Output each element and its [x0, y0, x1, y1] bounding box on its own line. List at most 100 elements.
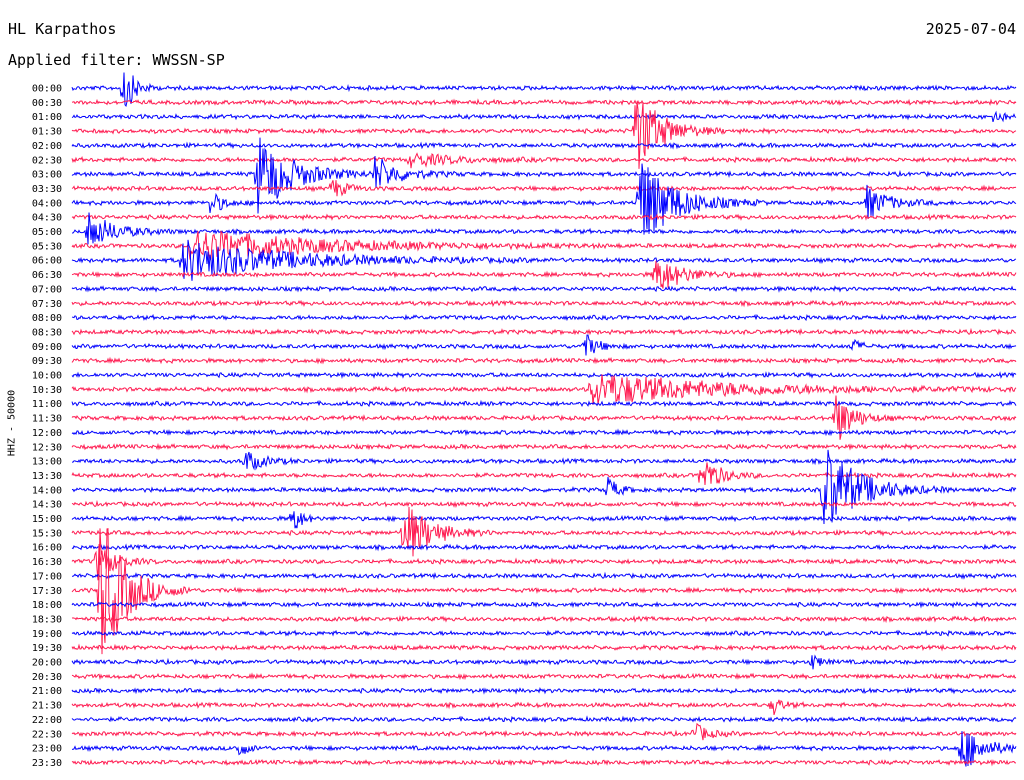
time-label: 06:00: [32, 256, 62, 267]
trace-line: [71, 643, 1017, 652]
trace-line: [71, 571, 1017, 580]
trace-line: [71, 239, 1017, 281]
trace-line: [71, 72, 1017, 108]
time-label: 02:30: [32, 155, 62, 166]
trace-line: [71, 654, 1017, 670]
trace-line: [71, 137, 1017, 214]
time-label: 09:30: [32, 356, 62, 367]
time-label: 02:00: [32, 141, 62, 152]
time-label: 14:30: [32, 500, 62, 511]
trace-line: [71, 180, 1017, 197]
station-title: HL Karpathos: [8, 20, 117, 38]
trace-line: [71, 101, 1017, 169]
trace-line: [71, 260, 1017, 289]
time-label: 10:30: [32, 385, 62, 396]
trace-line: [71, 629, 1017, 637]
time-label: 06:30: [32, 270, 62, 281]
trace-line: [71, 285, 1017, 293]
time-label: 15:00: [32, 514, 62, 525]
time-label: 20:00: [32, 658, 62, 669]
trace-line: [71, 356, 1017, 365]
time-label: 08:00: [32, 313, 62, 324]
time-label: 22:30: [32, 729, 62, 740]
time-label: 14:00: [32, 485, 62, 496]
trace-line: [71, 334, 1017, 356]
time-label: 00:00: [32, 84, 62, 95]
trace-line: [71, 449, 1017, 525]
time-label: 01:00: [32, 112, 62, 123]
time-label: 01:30: [32, 127, 62, 138]
time-label: 16:00: [32, 543, 62, 554]
seismogram-traces: [71, 72, 1017, 767]
trace-line: [71, 543, 1017, 552]
trace-line: [71, 152, 1017, 169]
trace-line: [71, 615, 1017, 624]
time-label: 19:00: [32, 629, 62, 640]
trace-line: [71, 672, 1017, 681]
time-label: 04:00: [32, 198, 62, 209]
trace-line: [71, 213, 1017, 222]
time-label: 03:00: [32, 170, 62, 181]
trace-line: [71, 451, 1017, 471]
time-label: 05:30: [32, 241, 62, 252]
trace-line: [71, 374, 1017, 405]
trace-line: [71, 731, 1017, 767]
trace-line: [71, 442, 1017, 451]
time-label: 21:30: [32, 701, 62, 712]
trace-line: [71, 428, 1017, 437]
trace-line: [71, 110, 1017, 123]
trace-line: [71, 98, 1017, 107]
time-label: 03:30: [32, 184, 62, 195]
trace-line: [71, 212, 1017, 245]
trace-line: [71, 371, 1017, 379]
time-label: 21:00: [32, 686, 62, 697]
time-label: 07:30: [32, 299, 62, 310]
trace-line: [71, 600, 1017, 609]
trace-line: [71, 499, 1017, 508]
time-label: 23:30: [32, 758, 62, 769]
time-label: 04:30: [32, 213, 62, 224]
time-label: 09:00: [32, 342, 62, 353]
time-label: 17:00: [32, 571, 62, 582]
trace-line: [71, 395, 1017, 440]
trace-line: [71, 511, 1017, 529]
time-label: 08:30: [32, 327, 62, 338]
time-label: 19:30: [32, 643, 62, 654]
time-label: 16:30: [32, 557, 62, 568]
time-axis-labels: 00:00 00:30 01:00 01:30 02:00 02:30 03:00 03:30…: [32, 84, 62, 769]
time-label: 11:00: [32, 399, 62, 410]
trace-line: [71, 699, 1017, 716]
trace-line: [71, 506, 1017, 557]
time-label: 22:00: [32, 715, 62, 726]
time-label: 11:30: [32, 414, 62, 425]
time-label: 05:00: [32, 227, 62, 238]
trace-line: [71, 544, 1017, 581]
time-label: 18:30: [32, 614, 62, 625]
trace-line: [71, 715, 1017, 723]
time-label: 00:30: [32, 98, 62, 109]
time-label: 07:00: [32, 284, 62, 295]
trace-line: [71, 399, 1017, 408]
time-label: 13:00: [32, 457, 62, 468]
trace-line: [71, 141, 1017, 150]
trace-line: [71, 722, 1017, 741]
time-label: 20:30: [32, 672, 62, 683]
filter-label: Applied filter: WWSSN-SP: [8, 51, 225, 69]
time-label: 13:30: [32, 471, 62, 482]
time-label: 17:30: [32, 586, 62, 597]
trace-line: [71, 327, 1017, 336]
trace-line: [71, 758, 1016, 767]
record-date: 2025-07-04: [925, 20, 1016, 38]
trace-line: [71, 686, 1017, 695]
trace-line: [71, 528, 1017, 655]
time-label: 18:00: [32, 600, 62, 611]
trace-line: [71, 462, 1017, 485]
time-label: 10:00: [32, 371, 62, 382]
time-label: 12:00: [32, 428, 62, 439]
time-label: 12:30: [32, 442, 62, 453]
time-label: 15:30: [32, 528, 62, 539]
time-label: 23:00: [32, 744, 62, 755]
trace-line: [71, 163, 1017, 235]
trace-line: [71, 313, 1017, 322]
